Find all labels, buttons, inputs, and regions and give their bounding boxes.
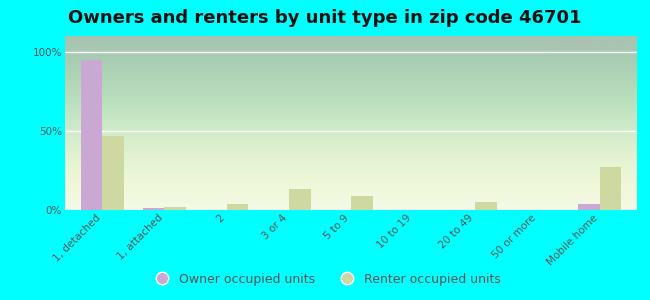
Bar	[351, 196, 372, 210]
Text: Owners and renters by unit type in zip code 46701: Owners and renters by unit type in zip c…	[68, 9, 582, 27]
Bar	[578, 204, 600, 210]
Text: City-Data.com: City-Data.com	[554, 41, 629, 51]
Bar	[164, 207, 187, 210]
Bar	[81, 60, 102, 210]
Bar	[102, 136, 124, 210]
Bar	[143, 208, 164, 210]
Bar	[600, 167, 621, 210]
Legend: Owner occupied units, Renter occupied units: Owner occupied units, Renter occupied un…	[144, 268, 506, 291]
Bar	[227, 204, 248, 210]
Bar	[475, 202, 497, 210]
Bar	[289, 189, 311, 210]
